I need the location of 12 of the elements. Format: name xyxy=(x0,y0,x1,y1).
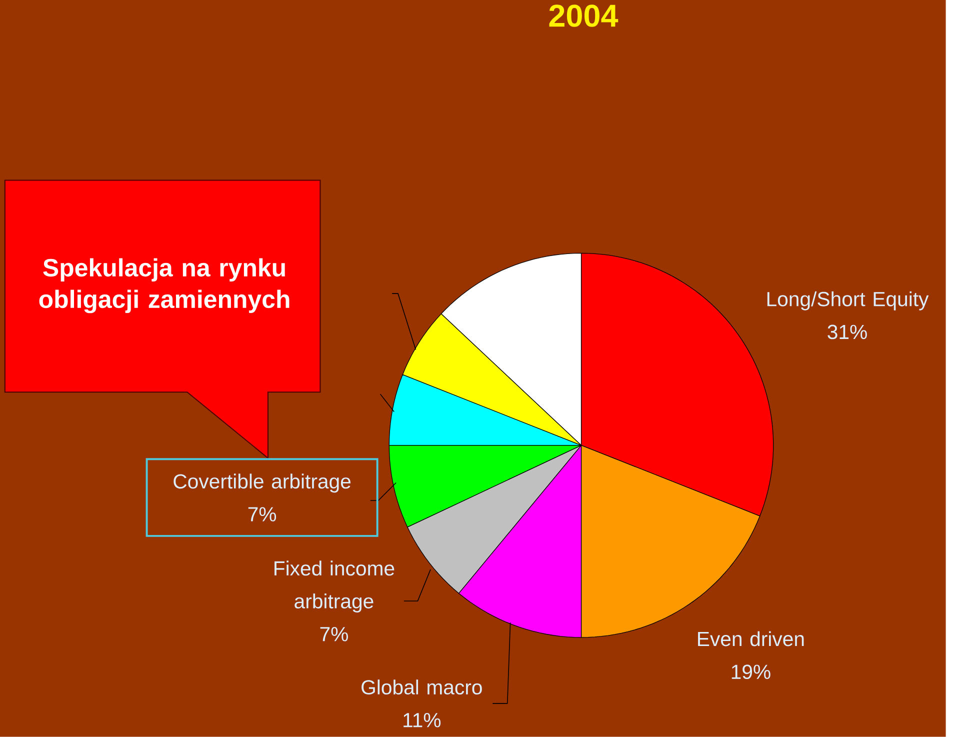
data-label: 7% xyxy=(320,627,348,642)
slice-label: Even driven xyxy=(698,631,804,646)
slice-label: Long/Short Equity xyxy=(767,291,929,310)
slice-label: Global macro xyxy=(362,680,482,695)
data-label: 19% xyxy=(732,664,770,680)
data-label: 31% xyxy=(828,324,867,340)
chart-title: 2004 xyxy=(549,4,618,27)
text: Spekulacja na rynku obligacji zamiennych xyxy=(39,258,290,314)
slice-label: Fixed income arbitrage xyxy=(274,560,394,613)
data-label: 11% xyxy=(404,713,441,728)
data-label: 7% xyxy=(248,507,276,522)
slice-label: Covertible arbitrage xyxy=(174,474,351,493)
